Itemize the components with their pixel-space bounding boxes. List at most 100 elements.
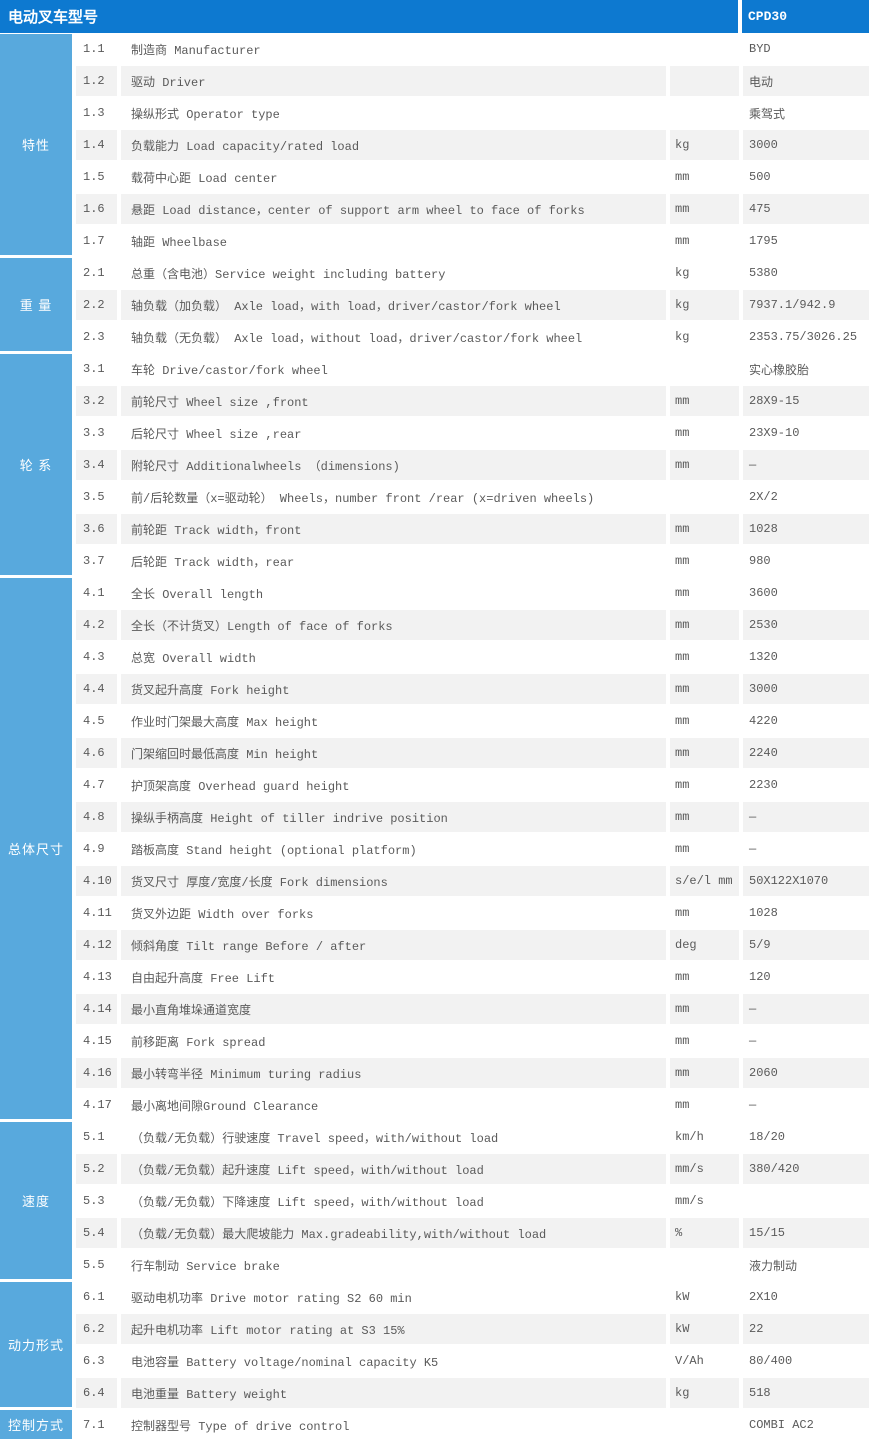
row-description: 全长（不计货叉）Length of face of forks [121,610,666,640]
row-number: 5.1 [83,1130,105,1144]
section-rows: 5.1 （负载/无负载）行驶速度 Travel speed，with/withou… [76,1121,891,1281]
row-unit: kg [670,290,739,320]
section-rows: 4.1 全长 Overall length mm 3600 4.2 全长（不计货叉）Len… [76,577,891,1121]
row-unit [670,1410,739,1440]
row-description: 负载能力 Load capacity/rated load [121,130,666,160]
row-value: 980 [749,554,771,568]
row-number: 6.1 [83,1290,105,1304]
row-value: 2060 [743,1058,869,1088]
row-value: 2353.75/3026.25 [749,330,858,344]
row-value: BYD [749,42,771,56]
row-description: 电池容量 Battery voltage/nominal capacity K5 [131,1355,439,1370]
spec-table: 特性 1.1 制造商 Manufacturer BYD 1.2 驱动 Driver 电动 1.… [0,33,891,1441]
section-7: 控制方式 7.1 控制器型号 Type of drive control COMBI … [0,1409,891,1441]
row-unit: kg [675,330,690,344]
row-value: 22 [743,1314,869,1344]
row-unit [670,66,739,96]
row-unit: mm/s [675,1194,704,1208]
row-number: 4.9 [83,842,105,856]
row-unit: mm/s [670,1154,739,1184]
row-number: 3.6 [76,514,117,544]
section-4: 总体尺寸 4.1 全长 Overall length mm 3600 4.2 全长（不计货叉… [0,577,891,1121]
row-unit: mm [675,234,690,248]
table-row: 5.1 （负载/无负载）行驶速度 Travel speed，with/withou… [76,1121,891,1153]
row-number: 3.5 [83,490,105,504]
row-description: 货叉尺寸 厚度/宽度/长度 Fork dimensions [121,866,666,896]
row-unit: mm [675,1098,690,1112]
sidebar-label: 控制方式 [0,1410,72,1439]
row-number: 1.7 [83,234,105,248]
row-unit: mm [675,970,690,984]
row-number: 4.2 [76,610,117,640]
row-number: 4.5 [83,714,105,728]
header-divider [738,0,742,33]
row-value: 2230 [749,778,778,792]
table-row: 1.4 负载能力 Load capacity/rated load kg 3000 [76,129,891,161]
row-value: 1028 [743,514,869,544]
sidebar-label: 重 量 [0,258,72,351]
row-value: 50X122X1070 [743,866,869,896]
row-number: 3.7 [83,554,105,568]
table-row: 2.1 总重（含电池）Service weight including batte… [76,257,891,289]
row-number: 1.5 [83,170,105,184]
row-unit: mm [675,842,690,856]
row-number: 1.3 [83,106,105,120]
row-unit: kg [670,1378,739,1408]
row-value: 液力制动 [749,1259,798,1274]
row-value: 电动 [743,66,869,96]
row-number: 4.7 [83,778,105,792]
table-row: 3.6 前轮距 Track width，front mm 1028 [76,513,891,545]
row-number: 5.2 [76,1154,117,1184]
row-description: 前/后轮数量（x=驱动轮） Wheels，number front /rear … [131,491,595,506]
table-row: 3.1 车轮 Drive/castor/fork wheel 实心橡胶胎 [76,353,891,385]
row-unit [670,354,739,384]
row-value: — [749,842,757,856]
row-description: 控制器型号 Type of drive control [131,1419,350,1434]
table-header: 电动叉车型号 CPD30 [0,0,869,33]
table-row: 5.4 （负载/无负载）最大爬坡能力 Max.gradeability,with/… [76,1217,891,1249]
row-description: 前移距离 Fork spread [131,1035,266,1050]
row-value: 2X/2 [749,490,778,504]
table-row: 5.2 （负载/无负载）起升速度 Lift speed，with/without … [76,1153,891,1185]
row-description: 最小离地间隙Ground Clearance [131,1099,319,1114]
row-description: 起升电机功率 Lift motor rating at S3 15% [121,1314,666,1344]
row-value: 18/20 [749,1130,786,1144]
section-rows: 7.1 控制器型号 Type of drive control COMBI AC2 [76,1409,891,1441]
row-number: 4.6 [76,738,117,768]
model-label: CPD30 [742,0,869,33]
row-number: 1.6 [76,194,117,224]
row-unit: mm [675,554,690,568]
row-unit: s/e/l mm [670,866,739,896]
row-description: 电池重量 Battery weight [121,1378,666,1408]
table-row: 6.3 电池容量 Battery voltage/nominal capacity… [76,1345,891,1377]
section-rows: 1.1 制造商 Manufacturer BYD 1.2 驱动 Driver 电动 1.3 操… [76,33,891,257]
row-description: （负载/无负载）最大爬坡能力 Max.gradeability,with/wit… [121,1218,666,1248]
table-row: 4.3 总宽 Overall width mm 1320 [76,641,891,673]
row-description: 全长 Overall length [131,587,264,602]
row-description: 轴负载（加负载） Axle load，with load，driver/cast… [121,290,666,320]
row-number: 1.2 [76,66,117,96]
row-unit: kW [675,1290,690,1304]
table-row: 3.5 前/后轮数量（x=驱动轮） Wheels，number front /re… [76,481,891,513]
row-number: 3.1 [83,362,105,376]
row-number: 6.3 [83,1354,105,1368]
row-unit: kW [670,1314,739,1344]
row-value: — [743,802,869,832]
row-value: 1795 [749,234,778,248]
row-value: — [749,1098,757,1112]
row-number: 4.16 [76,1058,117,1088]
table-row: 3.3 后轮尺寸 Wheel size ,rear mm 23X9-10 [76,417,891,449]
row-unit: mm [675,650,690,664]
page-title: 电动叉车型号 [0,0,738,33]
row-description: 踏板高度 Stand height (optional platform) [131,843,417,858]
sidebar-label: 速度 [0,1122,72,1279]
row-value: 28X9-15 [743,386,869,416]
row-number: 5.5 [83,1258,105,1272]
table-row: 3.4 附轮尺寸 Additionalwheels （dimensions) mm — [76,449,891,481]
row-description: 操纵手柄高度 Height of tiller indrive position [121,802,666,832]
row-description: 后轮距 Track width，rear [131,555,295,570]
row-description: 载荷中心距 Load center [131,171,278,186]
sidebar-label: 总体尺寸 [0,578,72,1119]
row-description: 轴负载（无负载） Axle load，without load，driver/c… [131,331,583,346]
row-number: 5.3 [83,1194,105,1208]
